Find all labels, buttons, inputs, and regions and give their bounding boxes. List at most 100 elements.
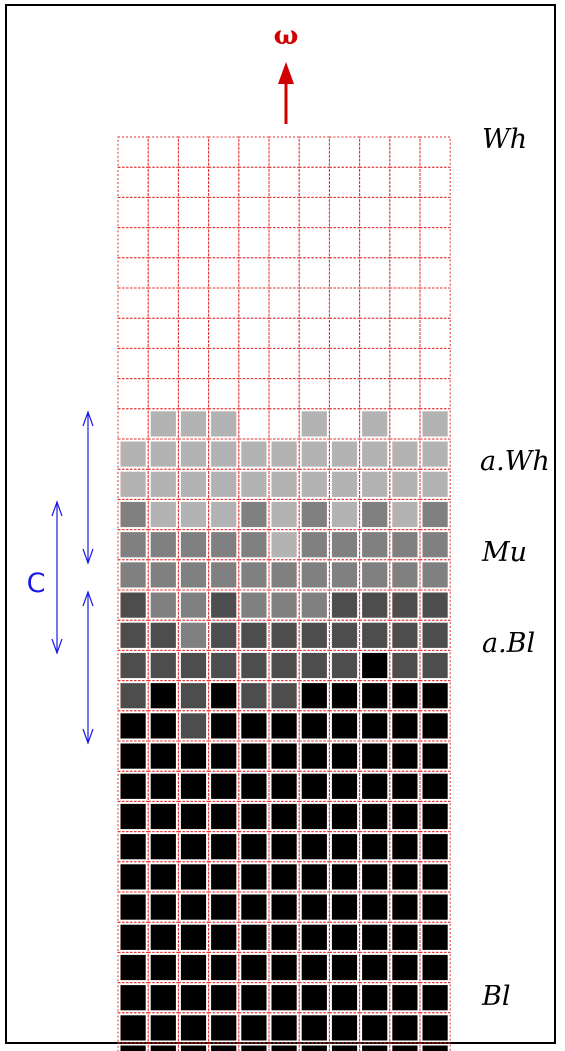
grid-cell-border xyxy=(328,166,361,198)
grid-cell xyxy=(301,894,327,920)
grid-cell xyxy=(392,864,418,890)
grid-cell-border xyxy=(268,347,300,380)
grid-cell-border xyxy=(147,257,179,289)
grid-cell xyxy=(211,532,237,558)
grid-cell-border xyxy=(359,257,391,289)
grid-cell xyxy=(271,743,297,769)
grid-cell xyxy=(180,834,207,860)
grid-cell-border xyxy=(208,257,240,289)
grid-cell xyxy=(301,1015,327,1041)
grid-cell xyxy=(392,773,418,799)
grid-cell xyxy=(362,834,388,860)
grid-cell xyxy=(241,954,267,981)
grid-cell xyxy=(362,411,388,437)
grid-cell-border xyxy=(328,317,361,349)
grid-cell xyxy=(331,441,358,467)
grid-cell xyxy=(271,683,297,709)
grid-cell-border xyxy=(268,257,300,289)
grid-cell xyxy=(241,622,267,648)
grid-cell-border xyxy=(177,287,210,319)
grid-cell-border xyxy=(208,166,240,198)
grid-cell xyxy=(241,1045,267,1051)
grid-cell-border xyxy=(177,227,210,259)
grid-cell xyxy=(241,652,267,679)
grid-cell xyxy=(150,803,176,830)
grid-cell-border xyxy=(117,196,149,229)
grid-cell xyxy=(331,803,358,830)
grid-cell-border xyxy=(389,347,421,380)
grid-cell-border xyxy=(419,619,451,651)
grid-cell-border xyxy=(419,800,451,833)
grid-cell xyxy=(180,562,207,588)
grid-cell xyxy=(362,864,388,890)
grid-cell-border xyxy=(298,136,330,168)
grid-cell xyxy=(180,652,207,679)
grid-cell xyxy=(120,954,146,981)
grid-cell xyxy=(180,864,207,890)
grid-cell xyxy=(422,652,448,679)
grid-cell xyxy=(241,803,267,830)
grid-cell xyxy=(301,954,327,981)
grid-cell-border xyxy=(177,347,210,380)
grid-cell xyxy=(271,985,297,1011)
grid-cell-border xyxy=(268,166,300,198)
grid-cell-border xyxy=(298,347,330,380)
grid-cell xyxy=(422,411,448,437)
grid-cell xyxy=(422,532,448,558)
grid-cell xyxy=(422,1045,448,1051)
grid-cell xyxy=(392,622,418,648)
grid-cell xyxy=(392,954,418,981)
grid-cell xyxy=(180,1015,207,1041)
grid-cell-border xyxy=(298,227,330,259)
grid-cell xyxy=(331,834,358,860)
grid-cell xyxy=(241,1015,267,1041)
grid-cell-border xyxy=(147,287,179,319)
grid-cell xyxy=(422,803,448,830)
grid-cell xyxy=(271,924,297,950)
grid-cell-border xyxy=(419,891,451,923)
grid-cell xyxy=(211,864,237,890)
grid-cell xyxy=(211,501,237,528)
grid-cell-border xyxy=(208,287,240,319)
grid-cell xyxy=(362,743,388,769)
grid-cell xyxy=(211,411,237,437)
grid-cell-border xyxy=(419,982,451,1014)
grid-cell xyxy=(362,683,388,709)
grid-cell xyxy=(211,773,237,799)
grid-cell-border xyxy=(298,166,330,198)
grid-cell xyxy=(150,562,176,588)
grid-cell xyxy=(241,834,267,860)
grid-cell xyxy=(211,894,237,920)
grid-cell xyxy=(211,1045,237,1051)
grid-cell xyxy=(271,773,297,799)
grid-cell xyxy=(331,985,358,1011)
grid-cell-border xyxy=(328,227,361,259)
grid-cell xyxy=(150,411,176,437)
grid-cell-border xyxy=(419,257,451,289)
grid-cell-border xyxy=(328,257,361,289)
grid-cell-border xyxy=(419,1012,451,1044)
grid-cell-border xyxy=(419,529,451,561)
grid-cell-border xyxy=(117,347,149,380)
grid-cell xyxy=(422,985,448,1011)
grid-cell xyxy=(120,803,146,830)
grid-cell xyxy=(422,894,448,920)
grid-cell-border xyxy=(419,589,451,621)
grid-cell xyxy=(241,773,267,799)
grid-cell xyxy=(362,622,388,648)
grid-cell xyxy=(211,743,237,769)
grid-cell-border xyxy=(208,317,240,349)
grid-cell xyxy=(301,411,327,437)
grid-cell xyxy=(211,985,237,1011)
grid-cell xyxy=(211,471,237,497)
grid-cell xyxy=(241,713,267,739)
grid-cell xyxy=(180,1045,207,1051)
grid-cell xyxy=(150,1015,176,1041)
label-mu: Mu xyxy=(481,537,527,568)
grid-cell xyxy=(241,532,267,558)
grid-cell xyxy=(301,1045,327,1051)
grid-cell xyxy=(362,924,388,950)
grid-cell xyxy=(150,954,176,981)
grid-cell xyxy=(362,592,388,618)
